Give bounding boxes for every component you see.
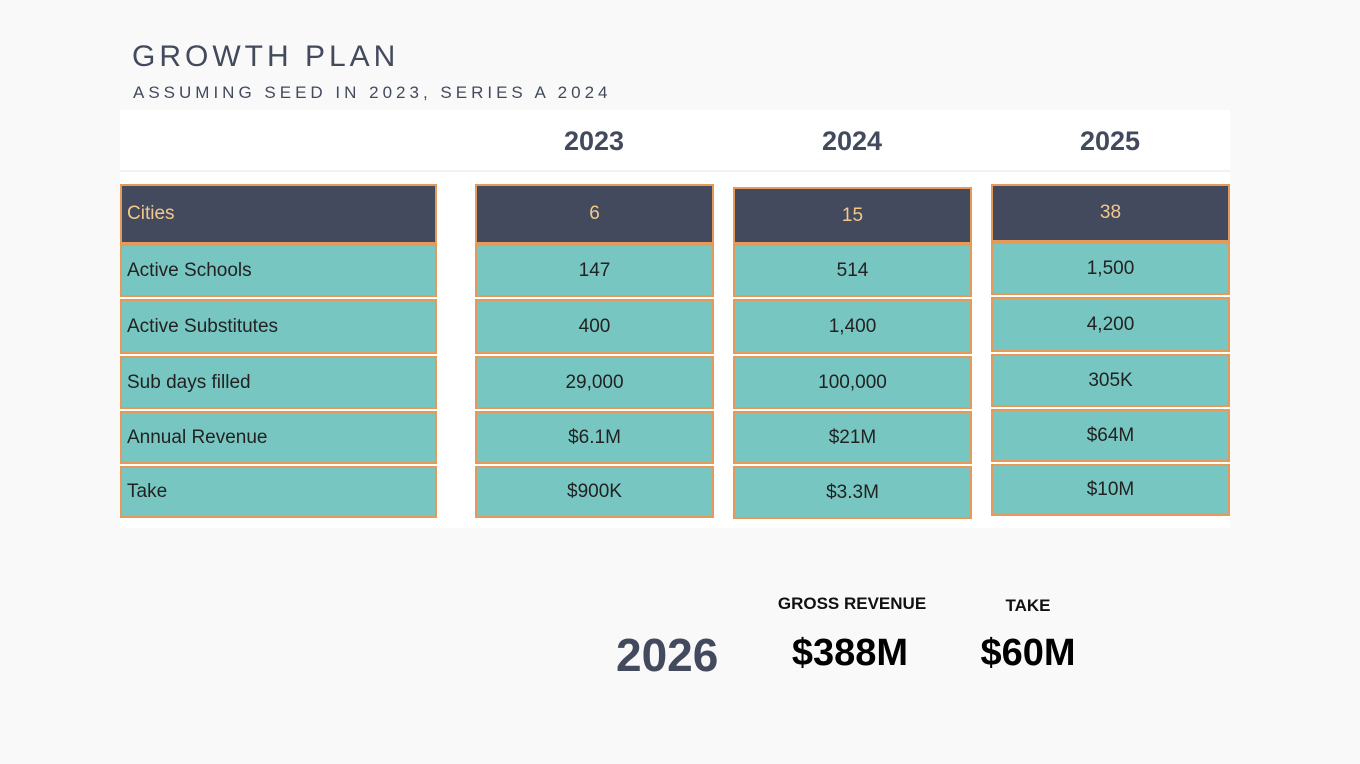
sub-days-filled-2024: 100,000: [733, 356, 972, 409]
year-header-2025: 2025: [1079, 126, 1141, 156]
row-label-active-substitutes: Active Substitutes: [120, 299, 437, 354]
active-substitutes-2024: 1,400: [733, 299, 972, 354]
cities-2023: 6: [475, 184, 714, 244]
row-label-take: Take: [120, 466, 437, 518]
active-schools-2023: 147: [475, 244, 714, 297]
take-2024: $3.3M: [733, 466, 972, 519]
take-label: TAKE: [1005, 596, 1051, 615]
row-label-sub-days-filled: Sub days filled: [120, 356, 437, 409]
row-label-annual-revenue: Annual Revenue: [120, 411, 437, 464]
annual-revenue-2025: $64M: [991, 409, 1230, 462]
cities-2024: 15: [733, 187, 972, 244]
page-subtitle: ASSUMING SEED IN 2023, SERIES A 2024: [133, 83, 612, 102]
header-divider: [120, 170, 1230, 172]
active-schools-2024: 514: [733, 244, 972, 297]
year-header-2023: 2023: [563, 126, 625, 156]
take-2023: $900K: [475, 466, 714, 518]
active-substitutes-2023: 400: [475, 299, 714, 354]
annual-revenue-2024: $21M: [733, 411, 972, 464]
take-2025: $10M: [991, 464, 1230, 516]
row-label-cities: Cities: [120, 184, 437, 244]
take-value: $60M: [980, 632, 1076, 674]
projection-year: 2026: [616, 629, 719, 681]
gross-revenue-value: $388M: [791, 632, 909, 674]
gross-revenue-label: GROSS REVENUE: [777, 594, 927, 613]
active-schools-2025: 1,500: [991, 242, 1230, 295]
sub-days-filled-2023: 29,000: [475, 356, 714, 409]
cities-2025: 38: [991, 184, 1230, 242]
active-substitutes-2025: 4,200: [991, 297, 1230, 352]
annual-revenue-2023: $6.1M: [475, 411, 714, 464]
year-header-2024: 2024: [821, 126, 883, 156]
page-title: GROWTH PLAN: [132, 40, 400, 73]
row-label-active-schools: Active Schools: [120, 244, 437, 297]
sub-days-filled-2025: 305K: [991, 354, 1230, 407]
